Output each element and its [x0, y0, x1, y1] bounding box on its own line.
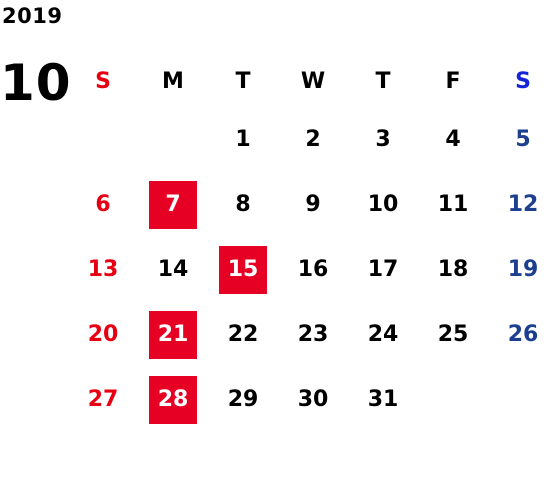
weekday-monday: M	[162, 68, 184, 94]
day-cell[interactable]: 25	[437, 322, 469, 347]
weekday-header-row: S M T W T F S	[68, 55, 548, 107]
day-cell[interactable]: 31	[367, 387, 399, 412]
week-row-1: 1 2 3 4 5	[68, 107, 548, 172]
day-cell[interactable]: 14	[157, 257, 189, 282]
day-cell-holiday[interactable]: 21	[149, 310, 197, 359]
month-number: 10	[0, 54, 72, 112]
day-cell[interactable]: 24	[367, 322, 399, 347]
day-cell[interactable]: 16	[297, 257, 329, 282]
year-label: 2019	[2, 4, 63, 28]
day-cell[interactable]: 10	[367, 192, 399, 217]
weekday-thursday: T	[375, 68, 391, 94]
week-row-3: 13 14 15 16 17 18 19	[68, 237, 548, 302]
day-cell[interactable]: 9	[305, 192, 321, 217]
day-cell-holiday[interactable]: 7	[149, 180, 197, 229]
weekday-tuesday: T	[235, 68, 251, 94]
day-cell-saturday[interactable]: 5	[515, 127, 531, 152]
week-row-2: 6 7 8 9 10 11 12	[68, 172, 548, 237]
day-cell[interactable]: 29	[227, 387, 259, 412]
day-cell-holiday[interactable]: 15	[219, 245, 267, 294]
day-cell[interactable]: 22	[227, 322, 259, 347]
day-cell[interactable]: 4	[445, 127, 461, 152]
weekday-sunday: S	[95, 68, 111, 94]
day-cell[interactable]: 2	[305, 127, 321, 152]
day-cell[interactable]: 3	[375, 127, 391, 152]
weekday-wednesday: W	[300, 68, 326, 94]
day-cell-saturday[interactable]: 26	[507, 322, 539, 347]
day-cell-holiday[interactable]: 28	[149, 375, 197, 424]
day-cell-saturday[interactable]: 12	[507, 192, 539, 217]
day-cell[interactable]: 18	[437, 257, 469, 282]
day-cell-sunday[interactable]: 13	[87, 257, 119, 282]
calendar-grid: S M T W T F S 1 2 3 4 5 6 7 8 9 10 11 12…	[68, 55, 548, 432]
day-cell-sunday[interactable]: 20	[87, 322, 119, 347]
weekday-saturday: S	[515, 68, 531, 94]
day-cell[interactable]: 30	[297, 387, 329, 412]
week-row-4: 20 21 22 23 24 25 26	[68, 302, 548, 367]
day-cell[interactable]: 17	[367, 257, 399, 282]
day-cell[interactable]: 8	[235, 192, 251, 217]
day-cell-sunday[interactable]: 6	[95, 192, 111, 217]
day-cell[interactable]: 1	[235, 127, 251, 152]
day-cell-sunday[interactable]: 27	[87, 387, 119, 412]
day-cell-saturday[interactable]: 19	[507, 257, 539, 282]
day-cell[interactable]: 23	[297, 322, 329, 347]
week-row-5: 27 28 29 30 31	[68, 367, 548, 432]
day-cell[interactable]: 11	[437, 192, 469, 217]
weekday-friday: F	[445, 68, 461, 94]
